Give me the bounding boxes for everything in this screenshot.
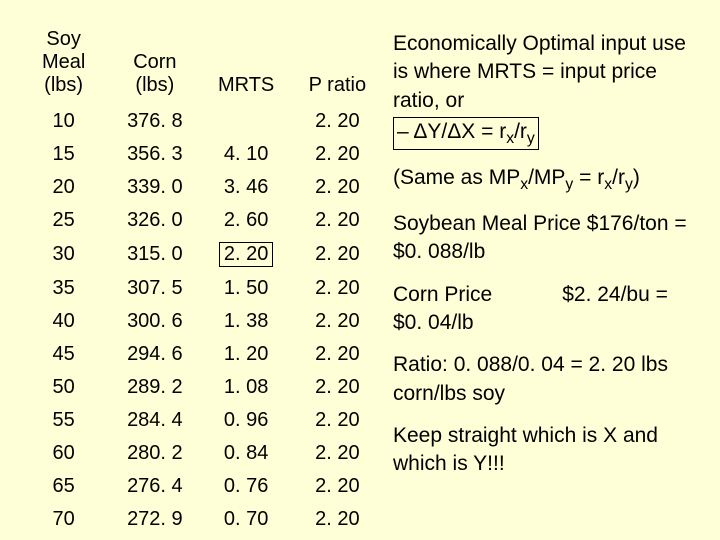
col-header-pratio: P ratio xyxy=(292,26,383,105)
cell-mrts: 0. 84 xyxy=(201,437,292,470)
col-header-mrts: MRTS xyxy=(201,26,292,105)
cell-corn: 326. 0 xyxy=(109,204,200,237)
cell-corn: 289. 2 xyxy=(109,371,200,404)
cell-pratio: 2. 20 xyxy=(292,171,383,204)
cell-soy: 25 xyxy=(18,204,109,237)
cell-pratio: 2. 20 xyxy=(292,338,383,371)
cell-mrts: 1. 38 xyxy=(201,305,292,338)
cell-mrts xyxy=(201,105,292,138)
cell-pratio: 2. 20 xyxy=(292,404,383,437)
cell-soy: 60 xyxy=(18,437,109,470)
table-row: 65276. 40. 762. 20 xyxy=(18,470,383,503)
cell-soy: 15 xyxy=(18,138,109,171)
data-table-region: Soy Meal (lbs) Corn (lbs) MRTS P ratio 1… xyxy=(18,26,383,530)
cell-pratio: 2. 20 xyxy=(292,204,383,237)
cell-soy: 20 xyxy=(18,171,109,204)
cell-pratio: 2. 20 xyxy=(292,371,383,404)
cell-mrts: 0. 76 xyxy=(201,470,292,503)
cell-mrts: 0. 96 xyxy=(201,404,292,437)
cell-corn: 294. 6 xyxy=(109,338,200,371)
cell-soy: 30 xyxy=(18,237,109,272)
cell-corn: 272. 9 xyxy=(109,503,200,536)
cell-corn: 315. 0 xyxy=(109,237,200,272)
cell-soy: 45 xyxy=(18,338,109,371)
para-corn-price: Corn Price $2. 24/bu = $0. 04/lb xyxy=(393,281,702,338)
table-row: 55284. 40. 962. 20 xyxy=(18,404,383,437)
cell-pratio: 2. 20 xyxy=(292,105,383,138)
explanation-region: Economically Optimal input use is where … xyxy=(383,26,702,530)
cell-corn: 356. 3 xyxy=(109,138,200,171)
para-keep-straight: Keep straight which is X and which is Y!… xyxy=(393,422,702,479)
cell-mrts: 2. 20 xyxy=(201,237,292,272)
mrts-table: Soy Meal (lbs) Corn (lbs) MRTS P ratio 1… xyxy=(18,26,383,536)
cell-pratio: 2. 20 xyxy=(292,237,383,272)
para-same-as: (Same as MPx/MPy = rx/ry) xyxy=(393,164,702,195)
table-row: 10376. 8 2. 20 xyxy=(18,105,383,138)
cell-corn: 300. 6 xyxy=(109,305,200,338)
cell-corn: 284. 4 xyxy=(109,404,200,437)
table-row: 70272. 90. 702. 20 xyxy=(18,503,383,536)
table-row: 20339. 03. 462. 20 xyxy=(18,171,383,204)
table-row: 15356. 34. 102. 20 xyxy=(18,138,383,171)
cell-mrts: 0. 70 xyxy=(201,503,292,536)
cell-soy: 35 xyxy=(18,272,109,305)
para-soy-price: Soybean Meal Price $176/ton = $0. 088/lb xyxy=(393,210,702,267)
table-row: 45294. 61. 202. 20 xyxy=(18,338,383,371)
cell-pratio: 2. 20 xyxy=(292,470,383,503)
cell-soy: 65 xyxy=(18,470,109,503)
cell-mrts: 1. 50 xyxy=(201,272,292,305)
para-optimal: Economically Optimal input use is where … xyxy=(393,30,702,150)
cell-mrts: 1. 20 xyxy=(201,338,292,371)
para-ratio: Ratio: 0. 088/0. 04 = 2. 20 lbs corn/lbs… xyxy=(393,351,702,408)
mrts-highlighted-value: 2. 20 xyxy=(219,242,273,267)
cell-pratio: 2. 20 xyxy=(292,305,383,338)
cell-corn: 307. 5 xyxy=(109,272,200,305)
table-row: 25326. 02. 602. 20 xyxy=(18,204,383,237)
cell-soy: 10 xyxy=(18,105,109,138)
cell-corn: 339. 0 xyxy=(109,171,200,204)
cell-soy: 50 xyxy=(18,371,109,404)
col-header-corn: Corn (lbs) xyxy=(109,26,200,105)
cell-mrts: 4. 10 xyxy=(201,138,292,171)
table-row: 50289. 21. 082. 20 xyxy=(18,371,383,404)
cell-corn: 376. 8 xyxy=(109,105,200,138)
cell-corn: 280. 2 xyxy=(109,437,200,470)
cell-pratio: 2. 20 xyxy=(292,503,383,536)
table-row: 35307. 51. 502. 20 xyxy=(18,272,383,305)
cell-pratio: 2. 20 xyxy=(292,272,383,305)
cell-pratio: 2. 20 xyxy=(292,138,383,171)
table-row: 30315. 0 2. 20 2. 20 xyxy=(18,237,383,272)
cell-soy: 40 xyxy=(18,305,109,338)
col-header-soy: Soy Meal (lbs) xyxy=(18,26,109,105)
table-row: 40300. 61. 382. 20 xyxy=(18,305,383,338)
cell-corn: 276. 4 xyxy=(109,470,200,503)
table-row: 60280. 20. 842. 20 xyxy=(18,437,383,470)
equation-boxed: – ΔY/ΔX = rx/ry xyxy=(393,117,539,150)
cell-soy: 70 xyxy=(18,503,109,536)
cell-mrts: 3. 46 xyxy=(201,171,292,204)
cell-pratio: 2. 20 xyxy=(292,437,383,470)
cell-mrts: 2. 60 xyxy=(201,204,292,237)
cell-mrts: 1. 08 xyxy=(201,371,292,404)
cell-soy: 55 xyxy=(18,404,109,437)
